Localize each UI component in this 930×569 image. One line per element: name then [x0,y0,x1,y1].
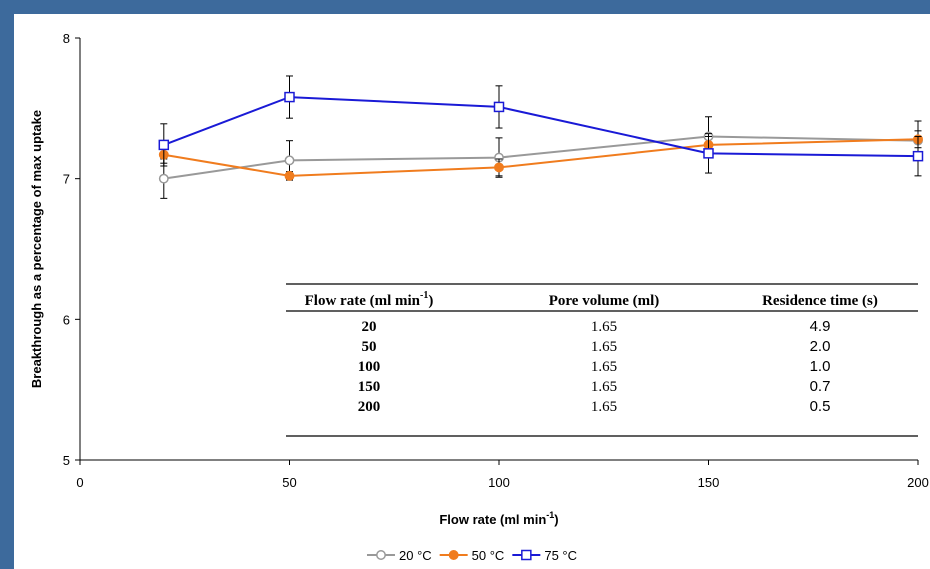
series-line [163,96,919,158]
legend-item: 75 °C [512,548,577,563]
data-point [912,150,924,162]
table-cell: 1.65 [591,339,617,355]
axis-ticks: 5 6 7 8 0 50 100 150 200 [63,31,929,490]
table-cell: 20 [362,319,377,335]
table-cell: 200 [358,399,381,415]
legend-label: 75 °C [544,548,577,563]
data-point [158,139,170,151]
y-tick-label: 5 [63,453,70,468]
series-2 [158,75,924,177]
table-rows: 20 1.65 4.9 50 1.65 2.0 100 1.65 1.0 150 1.65 0.7 20… [286,318,918,437]
series-line [163,138,919,177]
table-header-pore-volume: Pore volume (ml) [549,293,660,309]
legend-marker [448,550,459,560]
legend: 20 °C 50 °C 75 °C [366,548,577,563]
data-point [703,148,714,159]
y-axis-title: Breakthrough as a percentage of max upta… [29,110,44,388]
x-tick-label: 0 [76,475,83,490]
table-cell: 1.65 [591,359,617,375]
table-header-flow-rate: Flow rate (ml min-1) [305,290,434,309]
table-cell: 1.65 [591,399,617,415]
legend-label: 20 °C [399,548,432,563]
data-table: Flow rate (ml min-1) Pore volume (ml) Re… [286,283,918,437]
data-point [284,91,295,103]
table-cell: 50 [362,339,377,355]
legend-marker [376,550,386,560]
y-tick-label: 6 [63,312,70,327]
table-cell: 2.0 [810,338,831,355]
chart-frame: 5 6 7 8 0 50 100 150 200 Flow rate (ml min-1) Br… [14,14,930,569]
table-cell: 1.65 [591,319,617,335]
x-tick-label: 150 [698,475,720,490]
table-cell: 100 [358,359,381,375]
x-tick-label: 100 [488,475,510,490]
data-point [284,155,295,166]
legend-label: 50 °C [472,548,505,563]
table-cell: 1.65 [591,379,617,395]
data-point [158,173,169,184]
table-header-residence-time: Residence time (s) [762,293,878,309]
x-tick-label: 50 [282,475,296,490]
data-point [494,162,504,173]
legend-item: 20 °C [366,548,432,563]
table-cell: 0.7 [810,378,831,395]
plot-area [158,75,924,199]
data-point [493,101,505,113]
series-0 [158,116,923,199]
data-point [284,170,295,181]
legend-marker [521,549,532,561]
table-cell: 4.9 [810,318,831,335]
table-cell: 0.5 [810,398,831,415]
x-axis-title: Flow rate (ml min-1) [439,510,558,527]
x-tick-label: 200 [907,475,929,490]
y-tick-label: 7 [63,172,70,187]
y-tick-label: 8 [63,31,70,46]
table-cell: 1.0 [810,358,831,375]
table-cell: 150 [358,379,381,395]
legend-item: 50 °C [439,548,505,563]
chart: 5 6 7 8 0 50 100 150 200 Flow rate (ml min-1) Br… [29,31,929,563]
